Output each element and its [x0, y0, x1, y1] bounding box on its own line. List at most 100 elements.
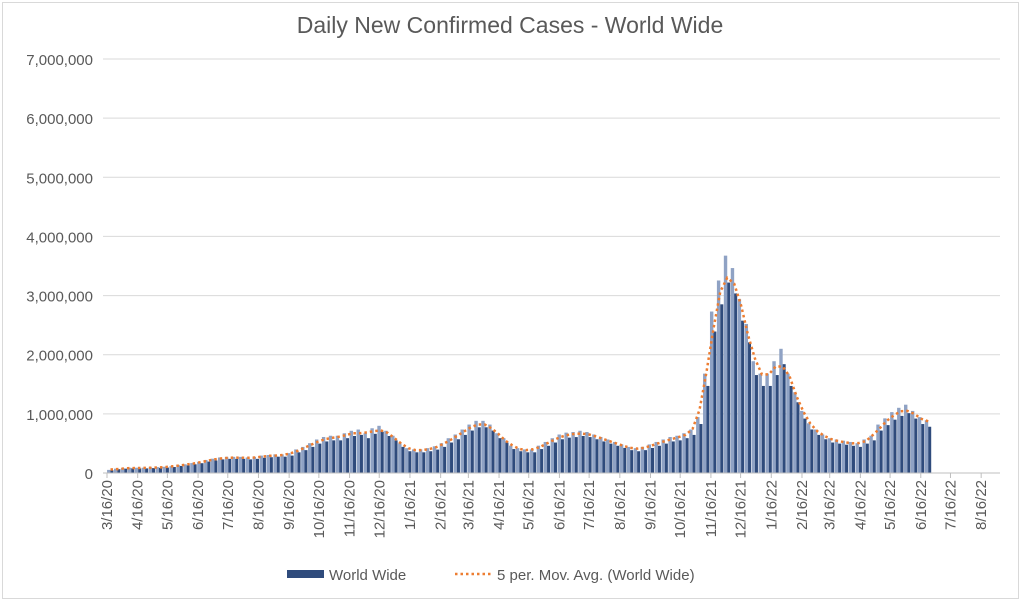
- legend-swatch-world-wide: [287, 570, 324, 578]
- bar: [741, 320, 745, 473]
- bar: [782, 364, 786, 473]
- bar-light: [224, 456, 229, 473]
- bar: [872, 440, 876, 473]
- bar: [429, 451, 433, 473]
- y-tick-label: 3,000,000: [26, 289, 93, 306]
- bar: [768, 385, 772, 473]
- x-tick-label: 6/16/22: [913, 480, 930, 530]
- bar: [221, 459, 225, 473]
- bar-light: [134, 467, 139, 473]
- bar-light: [529, 449, 534, 473]
- bar: [249, 459, 253, 473]
- bar-light: [668, 436, 672, 473]
- bar-light: [765, 373, 769, 473]
- x-tick-label: 1/16/21: [402, 480, 419, 530]
- bar: [803, 418, 807, 473]
- bar: [200, 463, 204, 473]
- bar-light: [301, 446, 305, 473]
- x-tick-label: 9/16/20: [281, 480, 298, 530]
- bar: [394, 440, 398, 473]
- bar: [845, 444, 849, 473]
- bar: [588, 437, 592, 473]
- bar-light: [737, 299, 742, 473]
- x-tick-label: 3/16/20: [99, 480, 116, 530]
- bar: [387, 436, 391, 473]
- bar-light: [606, 439, 610, 473]
- bar-light: [779, 348, 783, 473]
- bar: [505, 442, 509, 473]
- bar-light: [557, 434, 561, 473]
- bar-light: [716, 280, 721, 473]
- bar: [484, 427, 488, 473]
- y-tick-label: 1,000,000: [26, 407, 93, 424]
- bar-light: [349, 430, 354, 473]
- x-tick-label: 7/16/20: [220, 480, 237, 530]
- bar-light: [238, 456, 243, 473]
- bar-light: [848, 441, 852, 473]
- bar: [671, 441, 675, 473]
- gridlines: [103, 58, 1000, 415]
- bar: [664, 443, 668, 473]
- bar: [533, 452, 537, 473]
- bar-light: [363, 433, 367, 473]
- bar-light: [460, 429, 464, 473]
- x-axis-ticks: 3/16/20 4/16/20 5/16/20 6/16/20 7/16/20 8/16/…: [99, 473, 990, 538]
- bar: [269, 457, 273, 473]
- bar-light: [127, 467, 132, 473]
- bar-light: [432, 446, 437, 473]
- x-tick-label: 5/16/22: [882, 480, 899, 530]
- bar: [921, 424, 925, 473]
- bar-light: [405, 448, 409, 473]
- bar-light: [280, 454, 284, 473]
- bar: [318, 443, 322, 473]
- bar: [110, 470, 114, 473]
- bar-light: [481, 420, 485, 473]
- bar: [560, 439, 564, 473]
- bar-light: [910, 410, 915, 473]
- bar: [152, 468, 156, 473]
- bar: [886, 425, 890, 473]
- bar: [727, 282, 731, 473]
- bar: [685, 438, 689, 473]
- bar: [332, 440, 336, 473]
- bar: [339, 440, 343, 473]
- bar-light: [418, 449, 423, 473]
- bar: [553, 442, 557, 473]
- y-tick-label: 4,000,000: [26, 229, 93, 246]
- x-tick-label: 8/16/21: [612, 480, 629, 530]
- bar: [734, 293, 738, 473]
- bar-light: [453, 434, 457, 473]
- bar: [179, 465, 183, 473]
- bar-light: [370, 428, 374, 473]
- bar: [512, 449, 516, 473]
- bar: [366, 438, 370, 473]
- bar: [796, 402, 800, 473]
- bar-light: [654, 441, 658, 473]
- bar-light: [599, 436, 603, 473]
- bar: [262, 457, 266, 473]
- bar-light: [273, 454, 277, 473]
- bar: [165, 467, 169, 473]
- x-tick-label: 5/16/20: [159, 480, 176, 530]
- bar: [276, 456, 280, 473]
- y-axis-ticks: 0 1,000,000 2,000,000 3,000,000 4,000,000 5,0…: [26, 52, 93, 483]
- bar-light: [869, 435, 873, 473]
- bar: [228, 458, 232, 473]
- bar-light: [197, 461, 201, 473]
- bar-light: [411, 449, 416, 473]
- bar: [609, 443, 613, 473]
- y-tick-label: 7,000,000: [26, 52, 93, 69]
- bar-light: [113, 468, 118, 473]
- bar: [255, 458, 259, 473]
- bar: [353, 436, 357, 473]
- bar: [595, 439, 599, 473]
- bar: [817, 434, 821, 473]
- bar-light: [446, 438, 451, 473]
- x-tick-label: 2/16/22: [794, 480, 811, 530]
- bar-light: [398, 443, 402, 473]
- bar-light: [813, 429, 818, 473]
- bar-light: [619, 444, 624, 473]
- bar: [443, 446, 447, 473]
